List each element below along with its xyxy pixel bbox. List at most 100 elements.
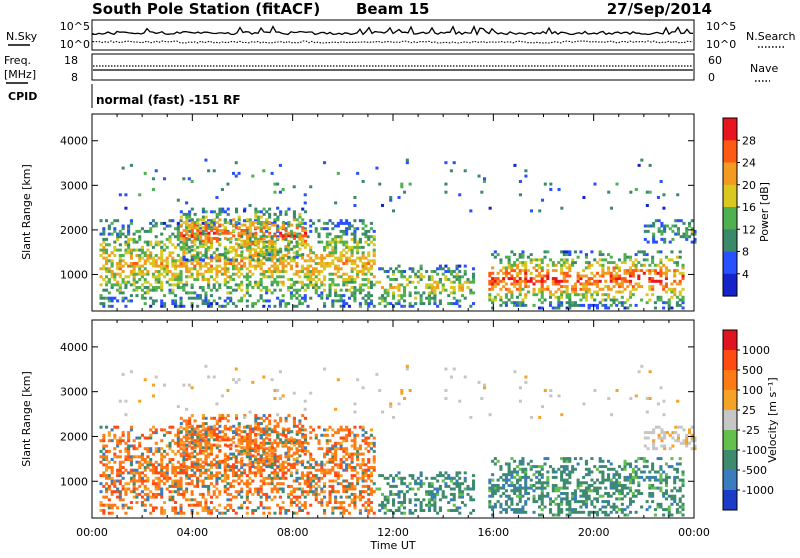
echo-cell <box>329 278 332 281</box>
echo-cell <box>238 283 241 286</box>
echo-cell <box>502 277 505 280</box>
echo-cell <box>196 256 199 259</box>
echo-cell <box>593 183 596 186</box>
echo-cell <box>246 482 249 485</box>
echo-cell <box>387 275 390 278</box>
echo-cell <box>304 482 307 485</box>
echo-cell <box>442 480 445 483</box>
echo-cell <box>166 265 169 268</box>
echo-cell <box>158 281 161 284</box>
echo-cell <box>497 272 500 275</box>
echo-cell <box>301 441 304 444</box>
echo-cell <box>251 305 254 308</box>
echo-cell <box>585 266 588 269</box>
echo-cell <box>279 234 282 237</box>
echo-cell <box>296 256 299 259</box>
echo-cell <box>648 272 651 275</box>
echo-cell <box>436 512 439 515</box>
echo-cell <box>207 270 210 273</box>
echo-cell <box>356 480 359 483</box>
echo-cell <box>387 291 390 294</box>
echo-cell <box>458 286 461 289</box>
echo-cell <box>387 498 390 501</box>
echo-cell <box>400 294 403 297</box>
echo-cell <box>252 428 255 431</box>
echo-cell <box>469 291 472 294</box>
echo-cell <box>571 258 574 261</box>
echo-cell <box>158 243 161 246</box>
echo-cell <box>433 477 436 480</box>
echo-cell <box>100 455 103 458</box>
echo-cell <box>290 430 293 433</box>
echo-cell <box>171 458 174 461</box>
echo-cell <box>331 461 334 464</box>
echo-cell <box>480 191 483 194</box>
echo-cell <box>601 272 604 275</box>
echo-cell <box>362 278 365 281</box>
echo-cell <box>632 275 635 278</box>
echo-cell <box>144 291 147 294</box>
echo-cell <box>232 234 235 237</box>
echo-cell <box>331 273 334 276</box>
echo-cell <box>133 241 136 244</box>
echo-cell <box>574 301 577 304</box>
echo-cell <box>649 191 652 194</box>
echo-cell <box>652 233 655 236</box>
echo-cell <box>210 471 213 474</box>
echo-cell <box>274 425 277 428</box>
echo-cell <box>243 209 246 212</box>
echo-cell <box>227 221 230 224</box>
echo-cell <box>113 241 116 244</box>
echo-cell <box>398 506 401 509</box>
echo-cell <box>276 283 279 286</box>
echo-cell <box>315 257 318 260</box>
echo-cell <box>384 305 387 308</box>
echo-cell <box>293 210 296 213</box>
echo-cell <box>521 261 524 264</box>
echo-cell <box>403 496 406 499</box>
echo-cell <box>180 426 183 429</box>
echo-cell <box>334 453 337 456</box>
echo-cell <box>122 270 125 273</box>
echo-cell <box>555 269 558 272</box>
echo-cell <box>444 485 447 488</box>
echo-cell <box>238 453 241 456</box>
echo-cell <box>613 275 616 278</box>
echo-cell <box>659 258 662 261</box>
echo-cell <box>193 471 196 474</box>
echo-cell <box>274 242 277 245</box>
echo-cell <box>163 474 166 477</box>
echo-cell <box>149 496 152 499</box>
echo-cell <box>196 436 199 439</box>
echo-cell <box>505 508 508 511</box>
echo-cell <box>499 296 502 299</box>
echo-cell <box>635 266 638 269</box>
echo-cell <box>367 458 370 461</box>
echo-cell <box>301 267 304 270</box>
echo-cell <box>199 447 202 450</box>
echo-cell <box>224 512 227 515</box>
echo-cell <box>130 445 133 448</box>
echo-cell <box>274 250 277 253</box>
echo-cell <box>194 463 197 466</box>
echo-cell <box>364 431 367 434</box>
echo-cell <box>431 286 434 289</box>
echo-cell <box>323 249 326 252</box>
echo-cell <box>301 226 304 229</box>
echo-cell <box>185 430 188 433</box>
echo-cell <box>116 262 119 265</box>
echo-cell <box>364 442 367 445</box>
echo-cell <box>152 177 155 180</box>
echo-cell <box>298 234 301 237</box>
echo-cell <box>384 477 387 480</box>
echo-cell <box>315 477 318 480</box>
echo-cell <box>293 281 296 284</box>
echo-cell <box>133 289 136 292</box>
echo-cell <box>155 428 158 431</box>
echo-cell <box>659 272 662 275</box>
echo-cell <box>392 501 395 504</box>
echo-cell <box>108 439 111 442</box>
echo-cell <box>169 431 172 434</box>
echo-cell <box>643 272 646 275</box>
echo-cell <box>331 488 334 491</box>
